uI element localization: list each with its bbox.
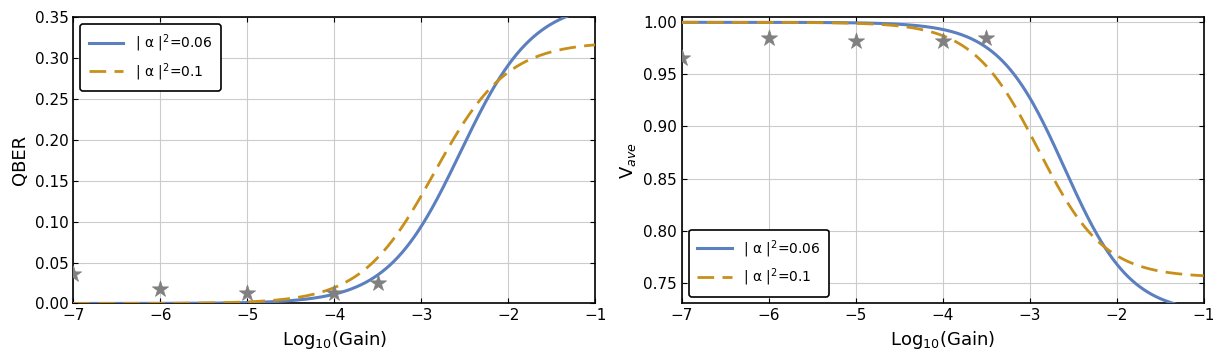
Point xyxy=(238,290,257,296)
Point xyxy=(672,55,691,60)
| α |$^2$=0.1 xyxy=(701,20,716,25)
| α |$^2$=0.06 xyxy=(674,20,689,25)
Legend: | α |$^2$=0.06, | α |$^2$=0.1: | α |$^2$=0.06, | α |$^2$=0.1 xyxy=(689,230,829,296)
| α |$^2$=0.1 xyxy=(306,292,321,296)
| α |$^2$=0.1 xyxy=(588,43,603,47)
Point xyxy=(325,290,345,296)
| α |$^2$=0.06 xyxy=(93,301,108,306)
Y-axis label: QBER: QBER xyxy=(11,135,29,185)
X-axis label: Log$_{10}$(Gain): Log$_{10}$(Gain) xyxy=(282,329,387,351)
Y-axis label: V$_{ave}$: V$_{ave}$ xyxy=(618,142,638,179)
Line: | α |$^2$=0.1: | α |$^2$=0.1 xyxy=(682,22,1204,276)
| α |$^2$=0.1 xyxy=(1181,273,1195,277)
| α |$^2$=0.1 xyxy=(1181,273,1195,277)
X-axis label: Log$_{10}$(Gain): Log$_{10}$(Gain) xyxy=(890,329,996,351)
| α |$^2$=0.1 xyxy=(320,288,335,292)
| α |$^2$=0.06 xyxy=(1197,307,1211,312)
| α |$^2$=0.06 xyxy=(915,24,929,28)
Line: | α |$^2$=0.06: | α |$^2$=0.06 xyxy=(74,8,596,303)
| α |$^2$=0.1 xyxy=(573,44,587,49)
| α |$^2$=0.1 xyxy=(93,301,108,306)
| α |$^2$=0.06 xyxy=(477,102,492,106)
| α |$^2$=0.06 xyxy=(588,6,603,10)
| α |$^2$=0.06 xyxy=(320,294,335,298)
| α |$^2$=0.1 xyxy=(1197,274,1211,278)
| α |$^2$=0.1 xyxy=(928,31,943,35)
Point xyxy=(64,271,83,277)
Point xyxy=(151,286,170,292)
| α |$^2$=0.1 xyxy=(915,28,929,32)
| α |$^2$=0.06 xyxy=(1085,225,1100,229)
Line: | α |$^2$=0.1: | α |$^2$=0.1 xyxy=(74,45,596,303)
| α |$^2$=0.1 xyxy=(1085,234,1100,238)
| α |$^2$=0.1 xyxy=(573,44,587,49)
| α |$^2$=0.06 xyxy=(306,296,321,300)
Point xyxy=(846,38,866,44)
| α |$^2$=0.06 xyxy=(1181,305,1195,310)
| α |$^2$=0.1 xyxy=(66,301,81,306)
| α |$^2$=0.06 xyxy=(1181,305,1195,309)
| α |$^2$=0.06 xyxy=(573,10,587,14)
| α |$^2$=0.06 xyxy=(701,20,716,25)
| α |$^2$=0.06 xyxy=(66,301,81,306)
Point xyxy=(933,38,953,44)
| α |$^2$=0.1 xyxy=(477,93,492,97)
Legend: | α |$^2$=0.06, | α |$^2$=0.1: | α |$^2$=0.06, | α |$^2$=0.1 xyxy=(81,24,221,91)
Line: | α |$^2$=0.06: | α |$^2$=0.06 xyxy=(682,22,1204,310)
| α |$^2$=0.1 xyxy=(674,20,689,25)
Point xyxy=(976,35,996,41)
| α |$^2$=0.06 xyxy=(928,26,943,30)
Point xyxy=(368,280,387,286)
| α |$^2$=0.06 xyxy=(573,10,587,14)
Point xyxy=(759,35,779,41)
